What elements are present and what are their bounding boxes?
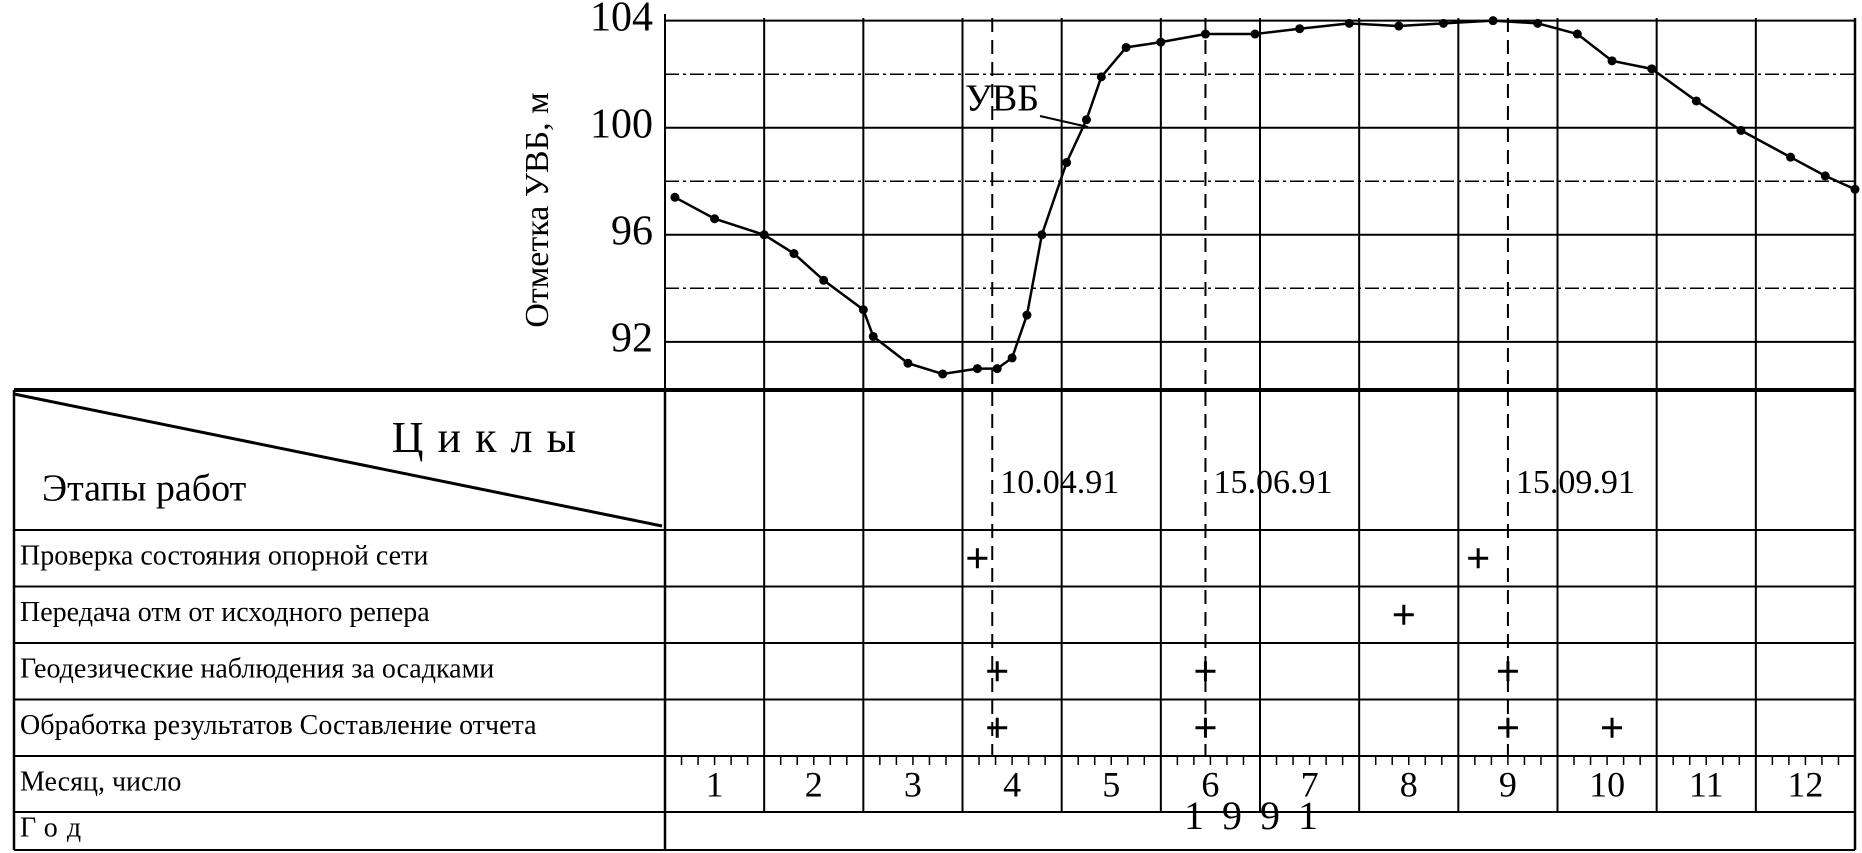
series-point (819, 275, 829, 285)
series-point (972, 364, 982, 374)
series-point (1022, 310, 1032, 320)
series-point (1607, 56, 1617, 66)
plus-mark (1468, 548, 1489, 569)
series-point (1295, 24, 1305, 34)
series-point (903, 358, 913, 368)
y-tick-label: 104 (590, 0, 653, 40)
x-tick-label: 12 (1787, 764, 1823, 804)
x-tick-label: 3 (904, 764, 922, 804)
year: 1991 (1184, 793, 1336, 838)
stage-label: Передача отм от исходного репера (20, 597, 430, 628)
y-tick-label: 92 (611, 315, 653, 361)
cycle-label: 10.04.91 (1000, 464, 1119, 501)
series-point (1121, 42, 1131, 52)
series-point (1062, 158, 1072, 168)
header-columns: Циклы (392, 413, 590, 462)
series-point (1007, 353, 1017, 363)
series-point (1647, 64, 1657, 74)
series-point (1394, 21, 1404, 31)
x-tick-label: 7 (1301, 764, 1319, 804)
series-point (1488, 16, 1498, 26)
series-point (1250, 29, 1260, 39)
plus-mark (967, 548, 988, 569)
series-point (1820, 171, 1830, 181)
plus-mark (1393, 604, 1414, 625)
series-label-leader (1039, 115, 1089, 128)
series-point (938, 369, 948, 379)
x-tick-label: 8 (1400, 764, 1418, 804)
x-tick-label: 2 (805, 764, 823, 804)
x-tick-label: 5 (1102, 764, 1120, 804)
header-rows: Этапы работ (42, 468, 247, 510)
month-row-label: Месяц, число (20, 766, 181, 797)
stage-label: Обработка результатов Составление отчета (20, 710, 537, 741)
series-point (670, 192, 680, 202)
series-label: УВБ (965, 78, 1039, 120)
y-tick-label: 96 (611, 208, 653, 254)
series-point (868, 331, 878, 341)
plus-mark (987, 717, 1008, 738)
series-point (1691, 96, 1701, 106)
series-point (1736, 125, 1746, 135)
series-point (789, 249, 799, 259)
series-point (1344, 18, 1354, 28)
series-point (858, 305, 868, 315)
series-point (992, 364, 1002, 374)
series-point (710, 214, 720, 224)
series-point (1438, 18, 1448, 28)
series-point (759, 230, 769, 240)
series-point (1533, 18, 1543, 28)
y-axis-label: Отметка УВБ, м (519, 92, 556, 327)
x-tick-label: 6 (1201, 764, 1219, 804)
x-tick-label: 9 (1499, 764, 1517, 804)
series-point (1572, 29, 1582, 39)
series-point (1081, 115, 1091, 125)
plus-mark (987, 661, 1008, 682)
x-tick-label: 10 (1589, 764, 1625, 804)
cycle-label: 15.06.91 (1213, 464, 1332, 501)
series-point (1096, 72, 1106, 82)
cycle-label: 15.09.91 (1516, 464, 1635, 501)
series-point (1850, 184, 1860, 194)
stage-label: Проверка состояния опорной сети (20, 541, 428, 572)
stage-label: Геодезические наблюдения за осадками (20, 654, 494, 685)
series-point (1200, 29, 1210, 39)
plus-mark (1602, 717, 1623, 738)
series-point (1156, 37, 1166, 47)
header-diagonal (13, 392, 663, 528)
x-tick-label: 11 (1689, 764, 1724, 804)
x-tick-label: 4 (1003, 764, 1021, 804)
series-point (1786, 152, 1796, 162)
series-point (1037, 230, 1047, 240)
x-tick-label: 1 (706, 764, 724, 804)
y-tick-label: 100 (590, 101, 653, 147)
year-row-label: Год (20, 812, 91, 843)
